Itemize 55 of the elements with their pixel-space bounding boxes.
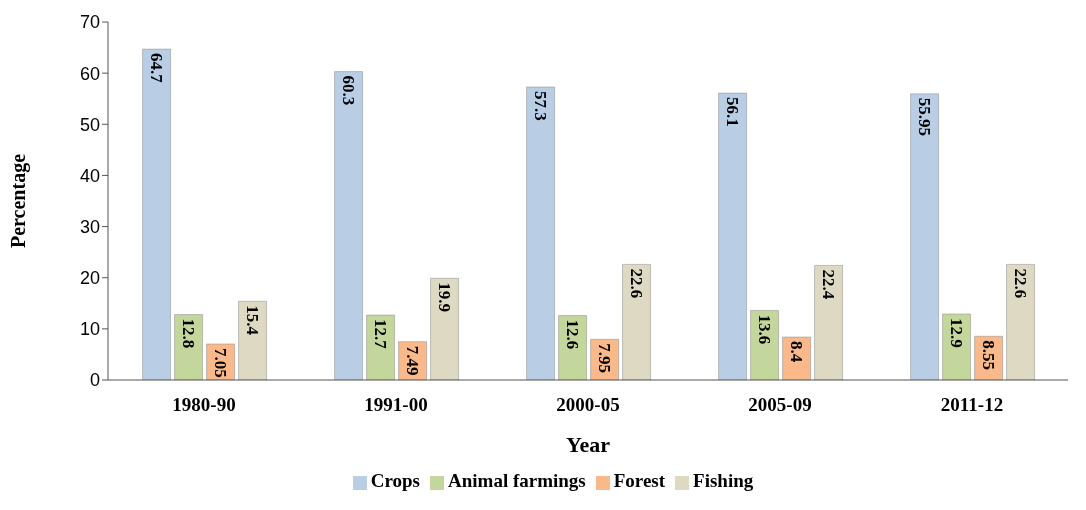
bar [750, 310, 779, 380]
data-label: 64.7 [147, 53, 167, 84]
y-tick-label: 40 [79, 165, 100, 186]
bar [910, 93, 939, 380]
data-label: 12.6 [563, 319, 583, 350]
data-label: 12.8 [179, 318, 199, 349]
bar [622, 264, 651, 380]
bar [558, 315, 587, 380]
data-label: 15.4 [243, 305, 263, 336]
data-label: 13.6 [755, 314, 775, 345]
data-label: 22.6 [1011, 268, 1031, 299]
data-label: 19.9 [435, 282, 455, 312]
y-axis-title: Percentage [7, 153, 31, 249]
y-tick-label: 70 [79, 12, 100, 33]
bar [782, 336, 811, 380]
data-label: 22.6 [627, 268, 647, 299]
data-label: 55.95 [915, 97, 935, 137]
bar [814, 265, 843, 380]
y-tick-label: 30 [79, 216, 100, 237]
data-label: 7.05 [211, 347, 231, 378]
data-label: 56.1 [723, 97, 743, 127]
legend-label: Crops [370, 470, 420, 491]
legend-label: Animal farmings [447, 470, 586, 491]
y-tick-label: 50 [79, 114, 100, 135]
bar [430, 277, 459, 380]
data-label: 8.55 [979, 340, 999, 371]
bar [334, 71, 363, 380]
legend-label: Fishing [693, 470, 754, 491]
data-label: 7.95 [595, 343, 615, 374]
bar [718, 92, 747, 380]
x-tick-label: 1991-00 [364, 394, 428, 416]
data-label: 8.4 [787, 341, 807, 363]
x-tick-label: 2011-12 [940, 394, 1004, 416]
y-tick-label: 10 [79, 319, 100, 340]
data-label: 7.49 [403, 345, 423, 376]
data-label: 22.4 [819, 269, 839, 300]
y-tick-label: 0 [89, 370, 100, 391]
bar [526, 86, 555, 380]
data-label: 60.3 [339, 75, 359, 106]
bar [366, 314, 395, 380]
x-tick-label: 2005-09 [748, 394, 812, 416]
y-tick-label: 60 [79, 63, 100, 84]
legend-label: Forest [613, 470, 666, 491]
y-tick-label: 20 [79, 268, 100, 289]
bar [142, 48, 171, 380]
bar [174, 314, 203, 380]
bar [942, 313, 971, 380]
x-axis-title: Year [566, 432, 611, 457]
x-tick-label: 2000-05 [556, 394, 620, 416]
data-label: 57.3 [531, 90, 551, 121]
data-label: 12.7 [371, 319, 391, 350]
x-tick-label: 1980-90 [172, 394, 236, 416]
bar [238, 300, 267, 380]
bar [1006, 264, 1035, 380]
data-label: 12.9 [947, 318, 967, 348]
